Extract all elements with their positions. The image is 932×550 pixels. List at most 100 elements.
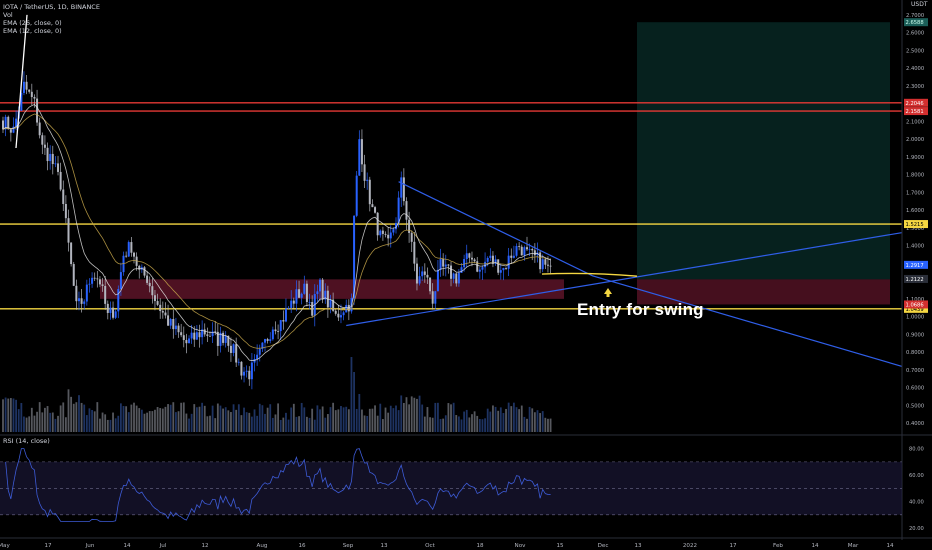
candle-body bbox=[339, 315, 342, 318]
candle-body bbox=[379, 230, 382, 236]
volume-bar bbox=[206, 416, 209, 432]
candle-body bbox=[510, 255, 513, 258]
candle-body bbox=[415, 263, 418, 284]
volume-bar bbox=[520, 405, 523, 432]
volume-bar bbox=[235, 409, 238, 432]
candle-body bbox=[248, 370, 251, 380]
candle-body bbox=[447, 264, 450, 266]
volume-bar bbox=[468, 417, 471, 432]
volume-bar bbox=[243, 407, 245, 432]
candle-body bbox=[384, 233, 387, 235]
rsi-legend: RSI (14, close) bbox=[3, 437, 50, 445]
volume-bar bbox=[447, 403, 450, 432]
volume-bar bbox=[544, 417, 547, 432]
candle-body bbox=[518, 246, 521, 247]
volume-bar bbox=[222, 408, 224, 432]
candle-body bbox=[316, 291, 319, 295]
entry-arrow-stem bbox=[606, 293, 610, 297]
candle-body bbox=[20, 92, 23, 111]
price-tick-label: 1.4000 bbox=[906, 244, 924, 250]
candle-body bbox=[188, 338, 191, 344]
volume-bar bbox=[345, 406, 348, 432]
volume-bar bbox=[104, 414, 107, 432]
candle-body bbox=[397, 197, 400, 224]
candle-body bbox=[256, 354, 259, 359]
candle-body bbox=[156, 301, 159, 305]
candle-body bbox=[245, 370, 248, 372]
time-tick-label: 17 bbox=[729, 543, 737, 549]
volume-bar bbox=[245, 412, 248, 432]
volume-bar bbox=[15, 399, 17, 432]
candle-body bbox=[237, 361, 240, 363]
volume-bar bbox=[198, 406, 201, 432]
volume-bar bbox=[342, 407, 345, 432]
time-tick-label: Jun bbox=[85, 543, 95, 549]
candle-body bbox=[332, 299, 335, 311]
candle-body bbox=[125, 255, 128, 257]
volume-bar bbox=[253, 409, 256, 432]
volume-bar bbox=[295, 416, 298, 432]
price-tag bbox=[904, 274, 928, 283]
rsi-tick-label: 40.00 bbox=[909, 500, 924, 506]
volume-bar bbox=[193, 404, 196, 432]
time-tick-label: Feb bbox=[773, 543, 783, 549]
candle-body bbox=[413, 241, 416, 264]
candle-body bbox=[106, 303, 109, 313]
volume-bar bbox=[17, 409, 20, 432]
volume-bar bbox=[211, 405, 214, 432]
volume-bar bbox=[190, 413, 193, 432]
volume-bar bbox=[290, 407, 293, 432]
volume-bar bbox=[319, 409, 321, 432]
price-tick-label: 2.3000 bbox=[906, 84, 924, 90]
volume-bar bbox=[316, 405, 319, 432]
price-tag bbox=[904, 220, 928, 229]
candle-body bbox=[164, 312, 167, 316]
volume-bar bbox=[138, 408, 141, 432]
price-tick-label: 2.4000 bbox=[906, 66, 924, 72]
time-tick-label: Dec bbox=[598, 543, 609, 549]
candle-body bbox=[62, 189, 65, 204]
volume-bar bbox=[46, 406, 49, 432]
price-tick-label: 0.5000 bbox=[906, 403, 924, 409]
volume-bar bbox=[313, 419, 316, 432]
candle-body bbox=[405, 201, 408, 220]
time-tick-label: 16 bbox=[298, 543, 306, 549]
candle-body bbox=[345, 304, 348, 313]
volume-bar bbox=[494, 406, 497, 432]
candle-body bbox=[460, 267, 463, 273]
volume-bar bbox=[67, 389, 70, 432]
candle-body bbox=[98, 279, 101, 285]
volume-bar bbox=[240, 415, 243, 432]
volume-bar bbox=[269, 404, 272, 432]
volume-bar bbox=[400, 395, 403, 432]
volume-bar bbox=[499, 407, 502, 432]
time-tick-label: Aug bbox=[257, 543, 268, 549]
candle-body bbox=[308, 302, 311, 303]
candle-body bbox=[429, 277, 432, 292]
candle-body bbox=[109, 307, 112, 313]
volume-bar bbox=[227, 410, 230, 432]
volume-bar bbox=[489, 411, 492, 432]
candle-body bbox=[284, 308, 287, 322]
time-tick-label: Jul bbox=[159, 543, 167, 549]
trendline-lower-ascending bbox=[346, 229, 921, 327]
candle-body bbox=[25, 81, 28, 90]
candle-body bbox=[489, 255, 492, 258]
volume-bar bbox=[140, 409, 143, 432]
candle-body bbox=[507, 255, 510, 269]
candle-body bbox=[253, 358, 256, 363]
candle-body bbox=[122, 255, 125, 273]
candle-body bbox=[243, 371, 246, 376]
candle-body bbox=[67, 218, 70, 243]
volume-bar bbox=[389, 405, 392, 432]
volume-bar bbox=[146, 412, 148, 432]
rsi-tick-label: 80.00 bbox=[909, 447, 924, 453]
candle-body bbox=[4, 116, 7, 130]
candle-body bbox=[421, 271, 424, 277]
volume-bar bbox=[41, 412, 44, 432]
candle-body bbox=[526, 247, 528, 250]
candle-body bbox=[169, 319, 172, 326]
candle-body bbox=[15, 118, 18, 127]
volume-bar bbox=[300, 402, 303, 432]
